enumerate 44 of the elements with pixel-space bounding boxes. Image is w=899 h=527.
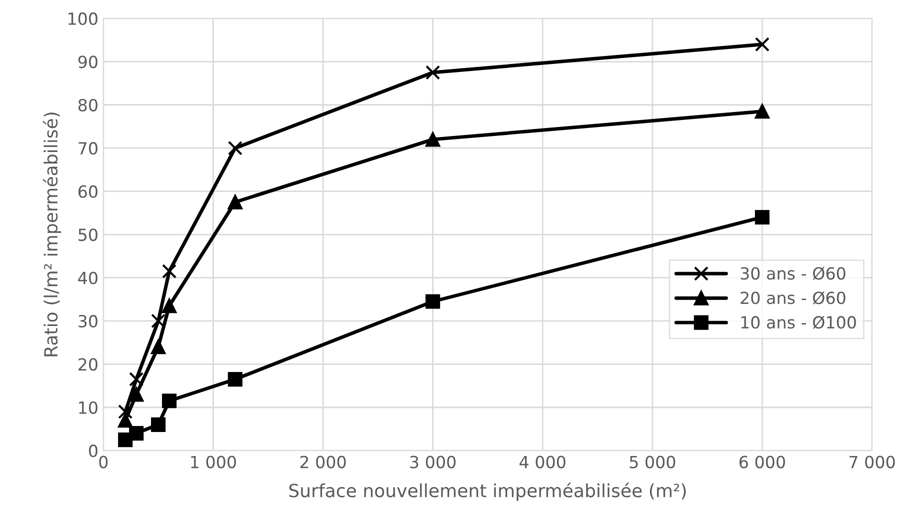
point bbox=[162, 298, 177, 314]
y-tick-label: 100 bbox=[68, 12, 98, 26]
x-tick-label: 1 000 bbox=[191, 456, 236, 468]
x-axis-title: Surface nouvellement imperméabilisée (m²) bbox=[289, 482, 686, 501]
point bbox=[118, 404, 133, 419]
point bbox=[150, 417, 166, 432]
point bbox=[426, 294, 440, 309]
point bbox=[228, 194, 242, 210]
y-tick-label: 80 bbox=[78, 98, 98, 112]
y-tick-label: 70 bbox=[78, 142, 98, 155]
point bbox=[754, 104, 770, 119]
legend-label: 30 ans - Ø60 bbox=[740, 266, 846, 280]
x-tick-label: 2 000 bbox=[300, 456, 346, 468]
x-tick-label: 5 000 bbox=[630, 456, 676, 468]
point bbox=[129, 372, 144, 387]
legend-label: 20 ans - Ø60 bbox=[740, 291, 846, 305]
y-tick-label: 20 bbox=[78, 358, 98, 371]
point bbox=[129, 426, 144, 441]
x-tick-label: 0 bbox=[99, 456, 108, 468]
y-tick-label: 10 bbox=[79, 401, 98, 414]
point bbox=[228, 372, 242, 387]
point bbox=[426, 132, 440, 147]
point bbox=[228, 140, 242, 156]
y-tick-label: 40 bbox=[78, 272, 98, 284]
y-tick-label: 90 bbox=[78, 56, 98, 68]
point bbox=[426, 65, 440, 80]
y-tick-label: 30 bbox=[78, 314, 98, 328]
legend-label: 10 ans - Ø100 bbox=[741, 316, 856, 329]
x-tick-label: 4 000 bbox=[520, 456, 566, 468]
point bbox=[129, 387, 144, 402]
y-tick-label: 0 bbox=[89, 444, 98, 458]
x-tick-label: 6 000 bbox=[740, 456, 785, 468]
y-axis-title: Ratio (l/m² imperméabilisé) bbox=[42, 112, 62, 356]
x-tick-label: 7 000 bbox=[850, 456, 895, 468]
point bbox=[150, 314, 166, 328]
point bbox=[162, 394, 177, 408]
y-tick-label: 50 bbox=[78, 228, 98, 242]
x-tick-label: 3 000 bbox=[410, 456, 456, 468]
point bbox=[150, 340, 166, 354]
y-tick-label: 60 bbox=[78, 185, 98, 198]
point bbox=[162, 264, 177, 279]
point bbox=[754, 210, 770, 225]
point bbox=[754, 37, 770, 52]
point bbox=[118, 413, 133, 428]
